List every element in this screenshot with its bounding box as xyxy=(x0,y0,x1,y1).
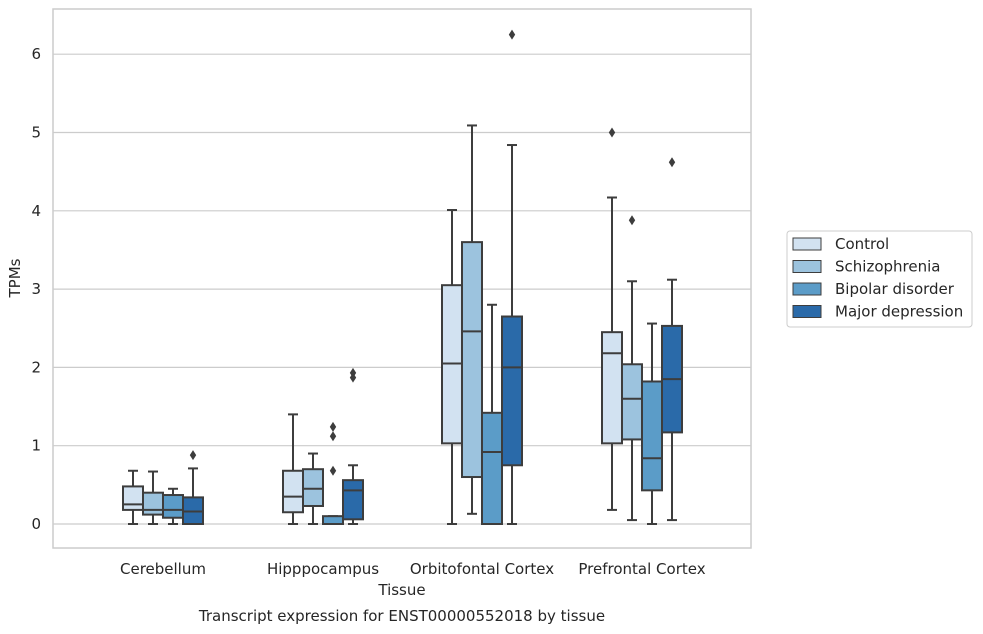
box-iqr xyxy=(481,411,503,525)
legend-swatch xyxy=(792,282,822,296)
y-tick-label: 4 xyxy=(31,202,41,220)
x-tick-label: Cerebellum xyxy=(120,560,206,578)
box-schizophrenia xyxy=(142,470,164,525)
legend-swatch xyxy=(792,237,822,251)
gridlines xyxy=(53,53,751,525)
box-bipolar-disorder xyxy=(322,421,344,525)
outlier-point xyxy=(628,215,636,226)
box-iqr xyxy=(342,479,364,521)
box-major-depression xyxy=(661,157,683,522)
box-iqr xyxy=(282,469,304,514)
box-control xyxy=(282,413,304,525)
legend-swatch xyxy=(792,260,822,273)
box-iqr xyxy=(122,485,144,511)
y-tick-label: 2 xyxy=(31,358,41,376)
outlier-point xyxy=(349,367,357,378)
box-control xyxy=(122,469,144,525)
box-iqr xyxy=(302,468,324,507)
box-iqr xyxy=(621,363,643,441)
outlier-point xyxy=(189,450,197,461)
legend: Control Schizophrenia Bipolar disorder Majo… xyxy=(786,230,973,328)
box-major-depression xyxy=(182,450,204,525)
legend-swatch xyxy=(792,305,822,318)
y-tick-label: 0 xyxy=(31,515,41,533)
box-iqr xyxy=(142,491,164,516)
box-schizophrenia xyxy=(621,215,643,522)
legend-label: Bipolar disorder xyxy=(835,280,955,298)
y-tick-label: 6 xyxy=(31,45,41,63)
boxes xyxy=(122,29,683,525)
box-bipolar-disorder xyxy=(641,322,663,525)
y-tick-label: 1 xyxy=(31,437,41,455)
box-bipolar-disorder xyxy=(481,303,503,525)
outlier-point xyxy=(668,157,676,168)
legend-label: Schizophrenia xyxy=(835,258,940,276)
box-iqr xyxy=(501,315,523,467)
box-schizophrenia xyxy=(461,124,483,515)
plot-frame xyxy=(52,8,752,549)
box-iqr xyxy=(461,241,483,479)
box-iqr xyxy=(322,515,344,525)
y-axis-label: TPMs xyxy=(6,258,24,298)
y-tick-label: 3 xyxy=(31,280,41,298)
box-major-depression xyxy=(501,29,523,525)
box-iqr xyxy=(641,380,663,492)
x-tick-label: Orbitofontal Cortex xyxy=(410,560,554,578)
x-axis-label: Tissue xyxy=(377,581,425,599)
legend-frame xyxy=(786,230,973,328)
outlier-point xyxy=(608,127,616,138)
y-tick-labels: 0 1 2 3 4 5 6 xyxy=(31,45,41,533)
box-schizophrenia xyxy=(302,452,324,525)
chart-caption: Transcript expression for ENST0000055201… xyxy=(198,607,605,625)
box-iqr xyxy=(601,331,623,445)
outlier-point xyxy=(329,431,337,442)
box-major-depression xyxy=(342,367,364,525)
box-control xyxy=(441,209,463,525)
outlier-point xyxy=(329,421,337,432)
outlier-point xyxy=(329,465,337,476)
x-tick-label: Hipppocampus xyxy=(267,560,379,578)
x-tick-label: Prefrontal Cortex xyxy=(578,560,705,578)
box-iqr xyxy=(162,494,184,519)
box-control xyxy=(601,127,623,511)
legend-label: Major depression xyxy=(835,303,963,321)
outlier-point xyxy=(508,29,516,40)
x-tick-labels: Cerebellum Hipppocampus Orbitofontal Corte… xyxy=(120,560,706,578)
box-bipolar-disorder xyxy=(162,487,184,525)
legend-label: Control xyxy=(835,235,889,253)
y-tick-label: 5 xyxy=(31,124,41,142)
